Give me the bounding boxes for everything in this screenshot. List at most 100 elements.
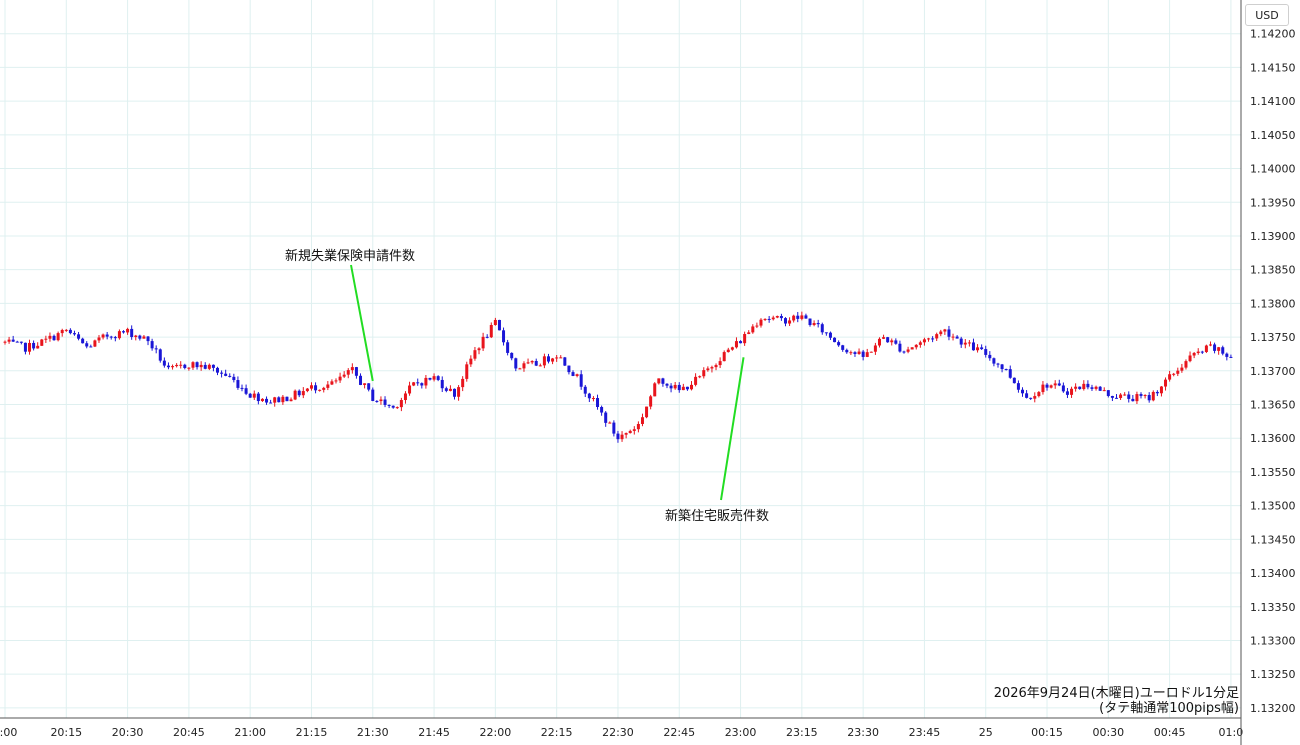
candle-down	[265, 398, 269, 403]
candle-down	[502, 330, 506, 343]
candle-down	[514, 358, 518, 369]
candle-down	[1065, 391, 1069, 395]
candle-up	[734, 341, 738, 348]
candle-up	[281, 396, 285, 403]
candle-down	[685, 386, 689, 390]
candle-up	[481, 336, 485, 349]
candle-up	[493, 319, 497, 326]
candle-up	[694, 376, 698, 385]
caption-line-1: 2026年9月24日(木曜日)ユーロドル1分足	[994, 686, 1239, 701]
candle-up	[755, 325, 759, 327]
candle-up	[951, 336, 955, 338]
candle-down	[1229, 356, 1233, 358]
candle-up	[93, 340, 97, 347]
candle-up	[559, 357, 563, 359]
candle-up	[101, 334, 105, 338]
candle-down	[383, 399, 387, 405]
candle-up	[3, 341, 7, 343]
candle-up	[690, 384, 694, 390]
candle-down	[277, 397, 281, 403]
candle-up	[722, 352, 726, 362]
candle-up	[342, 374, 346, 377]
candle-down	[1000, 364, 1004, 370]
candle-down	[72, 333, 76, 335]
candle-up	[759, 319, 763, 326]
candle-up	[522, 363, 526, 369]
candle-down	[583, 386, 587, 394]
candle-down	[600, 407, 604, 413]
candle-down	[783, 318, 787, 324]
candle-up	[906, 349, 910, 352]
candle-up	[673, 384, 677, 389]
candle-up	[1135, 394, 1139, 402]
x-tick-label: 21:00	[234, 726, 266, 739]
candle-up	[1102, 390, 1106, 392]
y-tick-label: 1.13950	[1250, 196, 1296, 209]
candle-down	[837, 342, 841, 346]
x-tick-label: 00:45	[1154, 726, 1186, 739]
currency-unit-badge[interactable]: USD	[1245, 4, 1289, 26]
candle-up	[465, 364, 469, 379]
candle-down	[1078, 386, 1082, 390]
candle-down	[1127, 394, 1131, 399]
candle-down	[596, 398, 600, 408]
candle-down	[959, 338, 963, 345]
candle-down	[804, 315, 808, 319]
candle-down	[15, 341, 19, 343]
candle-up	[448, 388, 452, 391]
candle-up	[1164, 379, 1168, 387]
candle-up	[36, 345, 40, 349]
candle-up	[530, 361, 534, 363]
candle-up	[473, 350, 477, 359]
candle-down	[833, 337, 837, 343]
candle-up	[97, 337, 101, 341]
candles-group	[3, 311, 1233, 443]
candle-down	[1004, 369, 1008, 371]
x-tick-label: 22:00	[480, 726, 512, 739]
candle-down	[587, 393, 591, 399]
candle-down	[371, 389, 375, 401]
candle-down	[256, 393, 260, 402]
candle-up	[943, 329, 947, 332]
candle-up	[469, 358, 473, 365]
candle-up	[1196, 351, 1200, 353]
candle-down	[146, 336, 150, 342]
candle-up	[191, 362, 195, 368]
candle-up	[542, 356, 546, 366]
candle-down	[796, 315, 800, 319]
y-tick-label: 1.13550	[1250, 466, 1296, 479]
candle-up	[914, 344, 918, 348]
candle-up	[1119, 394, 1123, 398]
candle-down	[248, 393, 252, 398]
candle-up	[424, 377, 428, 386]
x-tick-label: 0:00	[0, 726, 17, 739]
candle-up	[60, 330, 64, 334]
candle-up	[555, 357, 559, 359]
candle-up	[526, 362, 530, 364]
candle-down	[228, 375, 232, 377]
candle-up	[702, 370, 706, 377]
candle-down	[616, 433, 620, 440]
candle-up	[44, 338, 48, 340]
candle-down	[269, 402, 273, 404]
candle-down	[158, 349, 162, 361]
candle-down	[220, 372, 224, 374]
candle-up	[657, 378, 661, 384]
candle-up	[252, 393, 256, 398]
candle-up	[624, 433, 628, 435]
candle-down	[894, 340, 898, 344]
y-tick-label: 1.14200	[1250, 28, 1296, 41]
candle-up	[788, 320, 792, 324]
candle-down	[612, 422, 616, 434]
candle-down	[1114, 397, 1118, 399]
candle-down	[391, 405, 395, 408]
x-tick-label: 22:15	[541, 726, 573, 739]
candle-down	[85, 343, 89, 347]
candle-down	[1225, 353, 1229, 357]
x-tick-label: 20:15	[50, 726, 82, 739]
chart-grid	[0, 0, 1241, 718]
candle-up	[918, 342, 922, 345]
candle-up	[967, 342, 971, 344]
